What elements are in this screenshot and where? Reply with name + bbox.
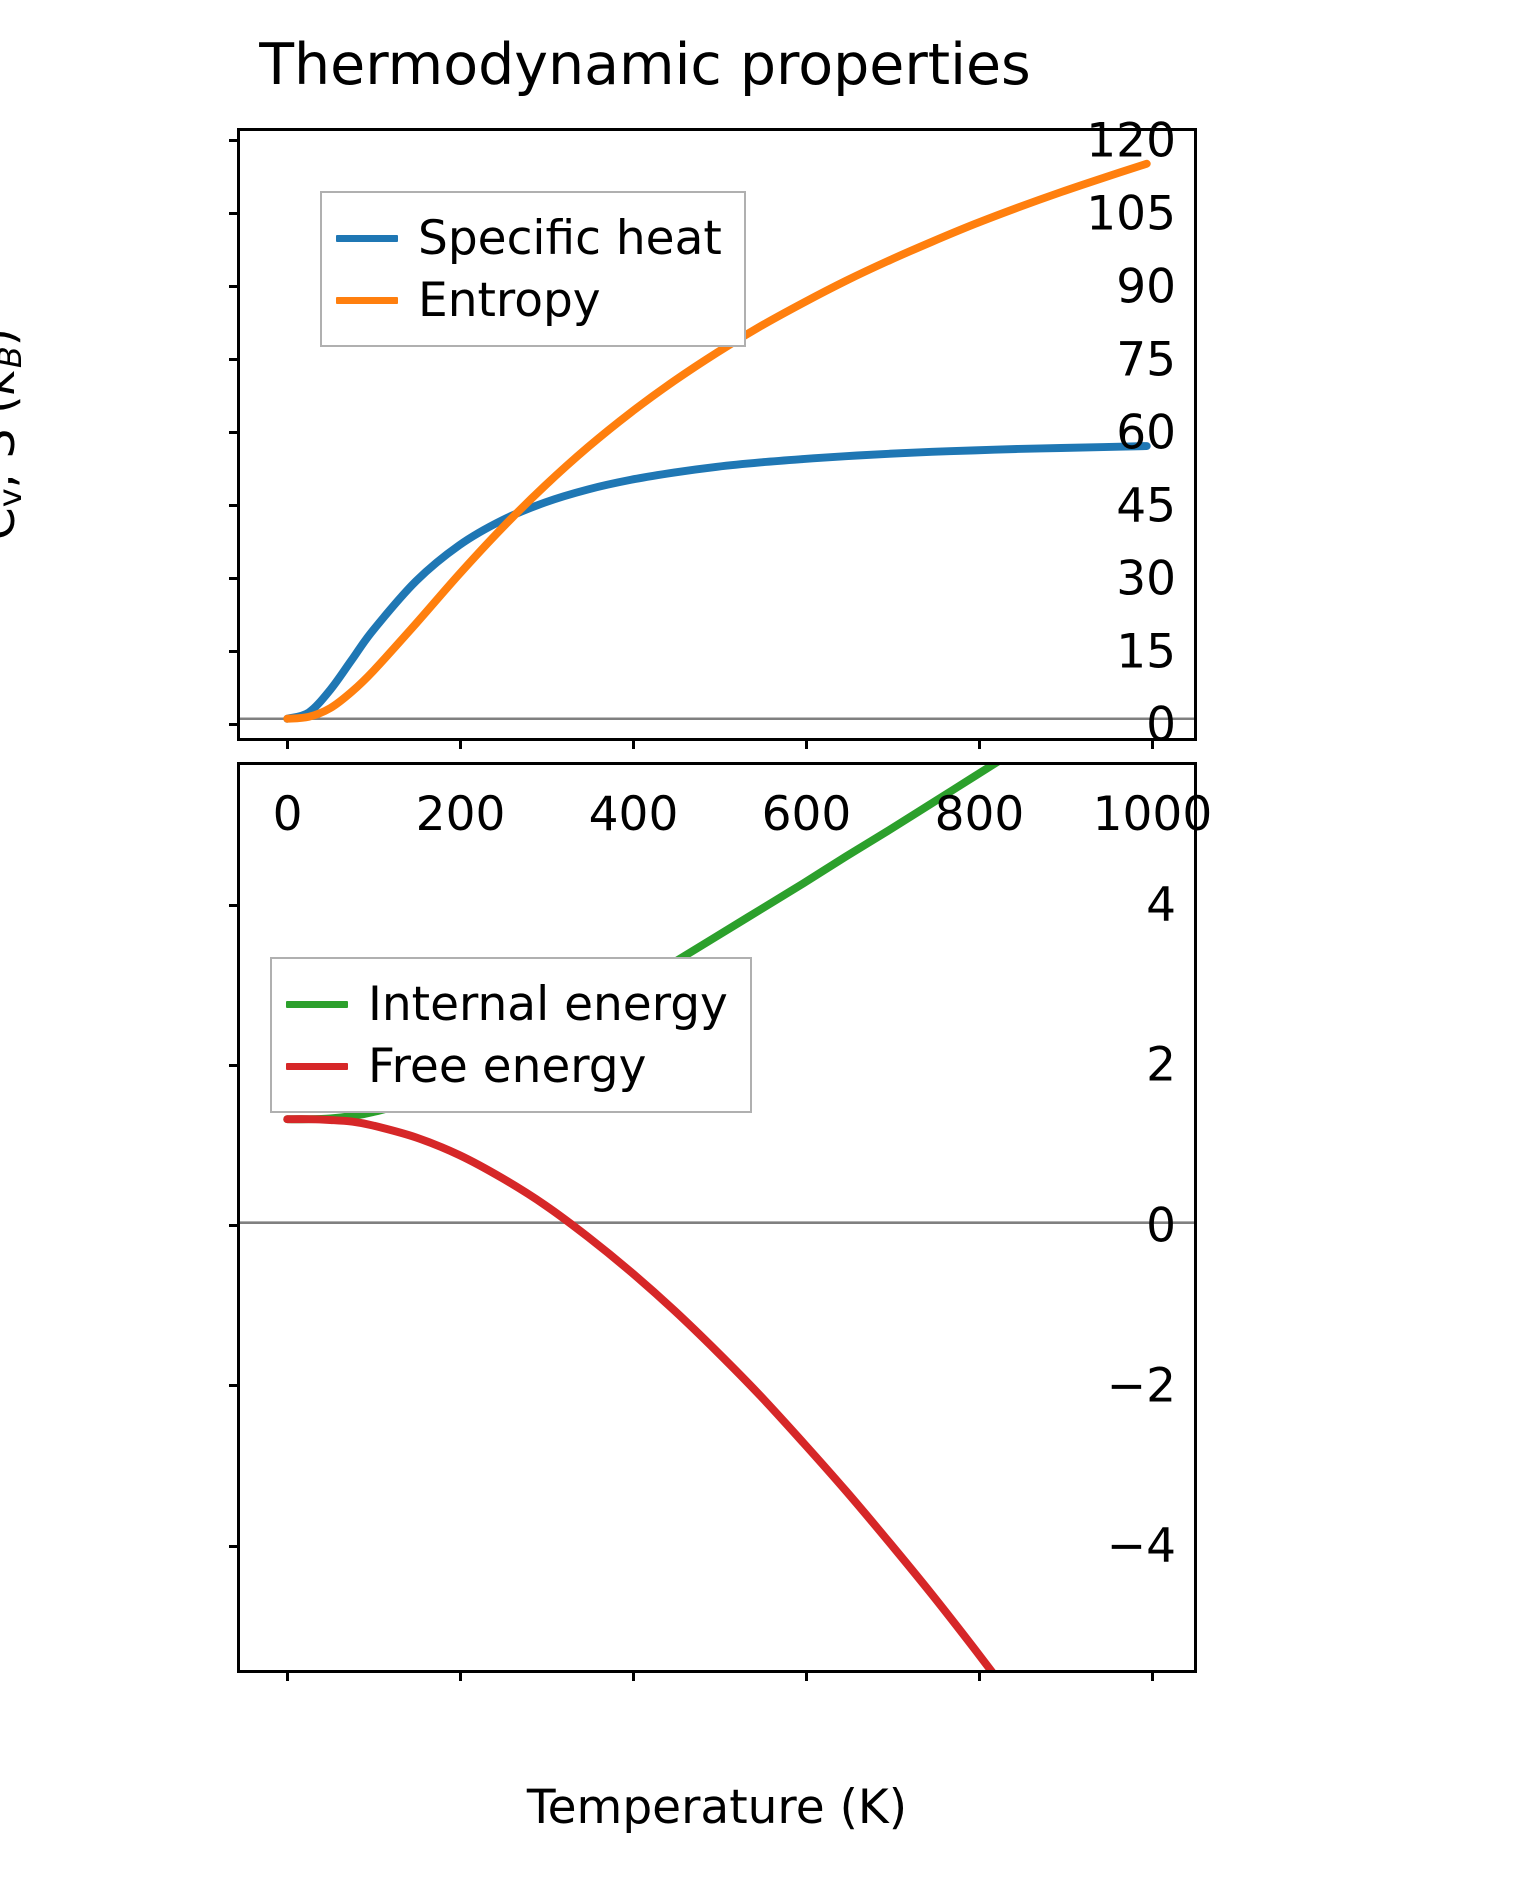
y-tick-label: −2 <box>1106 1358 1176 1414</box>
x-tick-mark <box>977 738 981 749</box>
series-line-free-energy <box>283 1115 996 1670</box>
legend-swatch-internal-energy <box>286 1000 348 1008</box>
x-tick-mark <box>1150 1670 1154 1681</box>
plot-area-top <box>240 159 1194 723</box>
y-tick-label: 45 <box>1116 478 1176 534</box>
legend-item[interactable]: Specific heat <box>336 207 722 269</box>
x-tick-label: 200 <box>415 787 506 842</box>
x-tick-mark <box>1150 738 1154 749</box>
y-tick-mark <box>229 139 240 143</box>
y-tick-mark <box>229 212 240 216</box>
y-tick-label: 75 <box>1116 332 1176 388</box>
plot-area-bottom <box>240 765 1194 1670</box>
x-tick-mark <box>977 1670 981 1681</box>
x-tick-label: 800 <box>934 787 1025 842</box>
y-tick-label: 2 <box>1146 1037 1176 1093</box>
x-axis-title: Temperature (K) <box>526 1780 908 1835</box>
series-line-entropy <box>283 159 1151 723</box>
y-tick-label: 15 <box>1116 624 1176 680</box>
y-tick-label: 120 <box>1086 113 1176 169</box>
y-axis-title-top-text: Cv, S (kB) <box>0 328 29 540</box>
subplot-thermo-energies: −4 −2 0 2 4 0 200 400 600 800 1000 Internal energ… <box>229 762 1212 1681</box>
x-tick-label: 400 <box>588 787 679 842</box>
x-tick-mark <box>804 738 808 749</box>
legend-item[interactable]: Internal energy <box>286 973 728 1035</box>
y-tick-mark <box>229 1544 240 1548</box>
legend-item[interactable]: Entropy <box>336 269 722 331</box>
y-tick-mark <box>229 1384 240 1388</box>
y-tick-label: 30 <box>1116 551 1176 607</box>
y-tick-label: 4 <box>1146 877 1176 933</box>
y-tick-mark <box>229 723 240 727</box>
y-tick-label: −4 <box>1106 1518 1176 1574</box>
y-tick-mark <box>229 1224 240 1228</box>
x-tick-mark <box>286 1670 290 1681</box>
y-tick-mark <box>229 1063 240 1067</box>
y-tick-mark <box>229 431 240 435</box>
x-tick-mark <box>459 1670 463 1681</box>
legend-swatch-specific-heat <box>336 234 398 242</box>
x-tick-mark <box>804 1670 808 1681</box>
y-tick-label: 105 <box>1086 186 1176 242</box>
legend-label-internal-energy: Internal energy <box>368 976 728 1032</box>
x-tick-label: 600 <box>761 787 852 842</box>
y-tick-label: 90 <box>1116 259 1176 315</box>
legend-item[interactable]: Free energy <box>286 1035 728 1097</box>
x-tick-mark <box>632 738 635 749</box>
y-tick-label: 60 <box>1116 405 1176 461</box>
x-tick-label: 0 <box>272 787 303 842</box>
x-tick-mark <box>459 738 463 749</box>
series-line-specific-heat <box>283 442 1151 723</box>
page-title: Thermodynamic properties <box>259 32 1031 98</box>
legend-label-specific-heat: Specific heat <box>418 210 722 266</box>
legend-label-free-energy: Free energy <box>368 1038 647 1094</box>
subplot-thermo-cv-entropy: 0 15 30 45 60 75 90 105 120 Specific heat Entrop… <box>229 113 1197 752</box>
legend-top: Specific heat Entropy <box>320 191 746 347</box>
y-tick-mark <box>229 903 240 907</box>
y-tick-label: 0 <box>1146 1198 1176 1254</box>
y-tick-mark <box>229 504 240 508</box>
y-tick-mark <box>229 577 240 581</box>
legend-bottom: Internal energy Free energy <box>270 957 752 1113</box>
x-tick-label: 1000 <box>1092 787 1213 842</box>
legend-swatch-entropy <box>336 296 398 304</box>
x-tick-mark <box>632 1670 635 1681</box>
y-tick-mark <box>229 358 240 362</box>
x-tick-mark <box>286 738 290 749</box>
legend-label-entropy: Entropy <box>418 272 601 328</box>
y-tick-mark <box>229 285 240 289</box>
legend-swatch-free-energy <box>286 1062 348 1070</box>
y-tick-mark <box>229 650 240 654</box>
y-axis-title-top: Cv, S (kB) <box>0 0 29 914</box>
